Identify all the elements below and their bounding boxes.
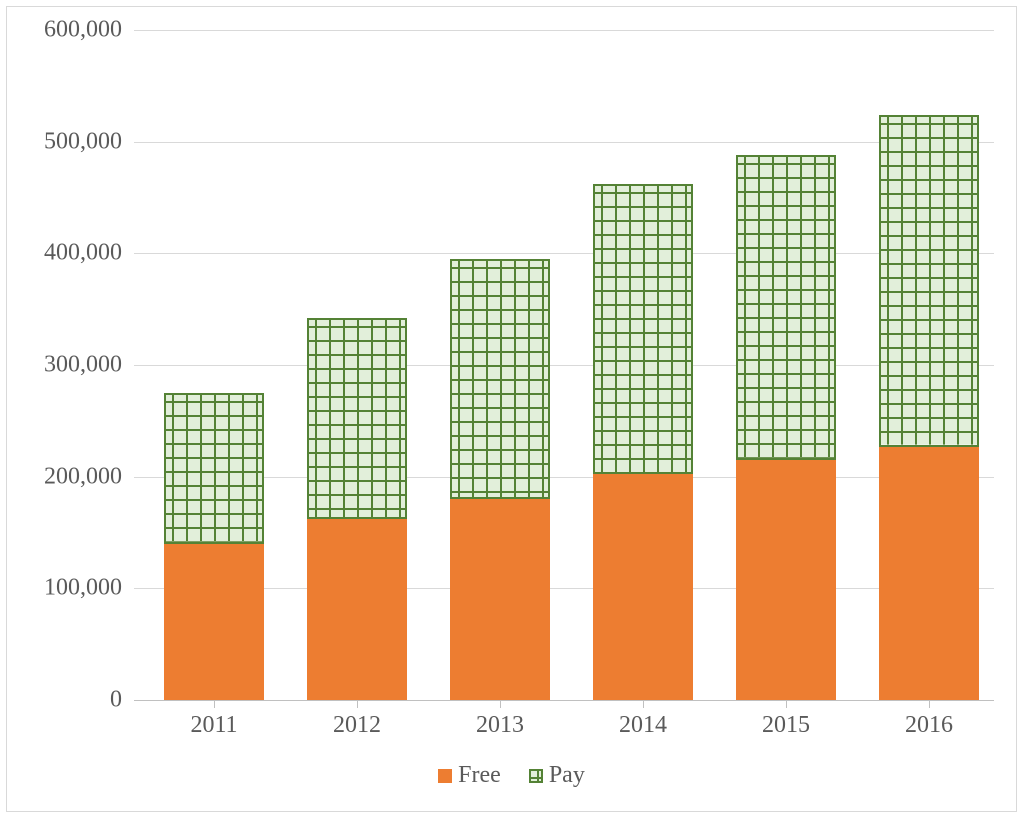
legend-item-free: Free: [438, 762, 501, 789]
x-axis-label: 2016: [905, 712, 953, 739]
y-axis-label: 0: [4, 687, 122, 714]
bar-group: [879, 30, 979, 700]
bar-pay-fill: [881, 117, 977, 445]
bar-group: [736, 30, 836, 700]
plot-area: [134, 30, 994, 700]
bar-free: [879, 447, 979, 700]
bar-pay: [593, 184, 693, 474]
legend-label: Free: [458, 762, 501, 789]
x-axis-label: 2013: [476, 712, 524, 739]
x-axis-label: 2011: [190, 712, 237, 739]
bar-pay: [879, 115, 979, 447]
x-axis-tick: [357, 700, 358, 708]
bar-group: [593, 30, 693, 700]
bar-free: [736, 460, 836, 700]
bar-pay-fill: [309, 320, 405, 517]
bar-group: [450, 30, 550, 700]
legend: Free Pay: [0, 762, 1023, 789]
y-axis-label: 500,000: [4, 128, 122, 155]
bar-pay: [736, 155, 836, 460]
bar-pay-fill: [738, 157, 834, 458]
x-axis-tick: [929, 700, 930, 708]
y-axis-label: 600,000: [4, 17, 122, 44]
legend-item-pay: Pay: [529, 762, 585, 789]
x-axis-label: 2012: [333, 712, 381, 739]
bar-pay: [164, 393, 264, 544]
y-axis-label: 300,000: [4, 352, 122, 379]
bar-free: [450, 499, 550, 700]
bar-free: [307, 519, 407, 700]
y-axis-label: 400,000: [4, 240, 122, 267]
bar-pay: [307, 318, 407, 519]
bar-pay-fill: [166, 395, 262, 542]
x-axis-label: 2014: [619, 712, 667, 739]
x-axis-tick: [214, 700, 215, 708]
bar-pay: [450, 259, 550, 499]
legend-swatch-pay: [529, 769, 543, 783]
legend-label: Pay: [549, 762, 585, 789]
x-axis-tick: [500, 700, 501, 708]
bar-group: [164, 30, 264, 700]
legend-swatch-free: [438, 769, 452, 783]
bar-free: [164, 544, 264, 700]
x-axis-label: 2015: [762, 712, 810, 739]
y-axis-label: 100,000: [4, 575, 122, 602]
x-axis-line: [134, 700, 994, 701]
x-axis-tick: [786, 700, 787, 708]
bar-pay-fill: [452, 261, 548, 497]
bar-free: [593, 474, 693, 700]
y-axis-label: 200,000: [4, 463, 122, 490]
bar-group: [307, 30, 407, 700]
x-axis-tick: [643, 700, 644, 708]
bar-pay-fill: [595, 186, 691, 472]
